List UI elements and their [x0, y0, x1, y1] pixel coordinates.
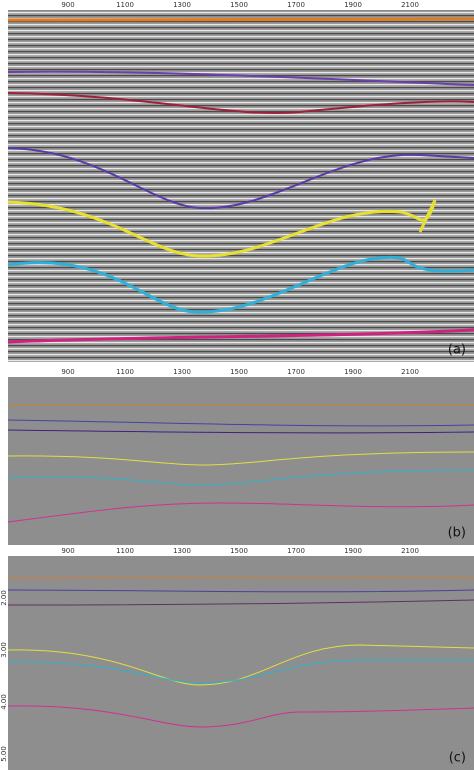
x-tick-label: 2100 [401, 547, 419, 555]
horizon [7, 469, 474, 486]
x-tick-label: 1700 [287, 1, 305, 9]
horizon [7, 17, 474, 22]
horizon [7, 599, 474, 606]
panel-label: (c) [449, 751, 466, 766]
horizon [7, 255, 474, 314]
horizon [7, 419, 474, 427]
horizon [7, 199, 437, 258]
x-tick-label: 1500 [230, 1, 248, 9]
x-tick-label: 1100 [116, 1, 134, 9]
horizon [7, 644, 474, 686]
x-tick-label: 1700 [287, 368, 305, 376]
x-tick-label: 2100 [401, 368, 419, 376]
x-tick-label: 1300 [173, 1, 191, 9]
panel-label: (b) [448, 526, 466, 541]
panel-bg [8, 556, 474, 770]
horizon [7, 147, 474, 210]
x-tick-label: 1300 [173, 547, 191, 555]
x-tick-label: 1100 [116, 368, 134, 376]
panel-a [0, 0, 474, 362]
seismic-section [8, 10, 474, 362]
horizon [7, 328, 474, 344]
y-tick-label: 3.00 [0, 642, 8, 658]
panel-c [7, 556, 474, 770]
horizon [7, 429, 474, 434]
horizon [7, 502, 474, 523]
x-tick-label: 2100 [401, 1, 419, 9]
x-tick-label: 1500 [230, 368, 248, 376]
x-tick-label: 1900 [344, 1, 362, 9]
horizon [7, 659, 474, 684]
panel-b [7, 377, 474, 545]
y-tick-label: 2.00 [0, 590, 8, 606]
x-tick-label: 1900 [344, 368, 362, 376]
x-tick-label: 1700 [287, 547, 305, 555]
horizon [7, 451, 474, 466]
horizon [7, 589, 474, 593]
horizon [7, 92, 474, 114]
x-tick-label: 900 [61, 368, 74, 376]
x-tick-label: 1300 [173, 368, 191, 376]
panel-bg [8, 377, 474, 545]
x-tick-label: 1500 [230, 547, 248, 555]
horizon [7, 70, 474, 86]
y-tick-label: 5.00 [0, 746, 8, 762]
x-tick-label: 1100 [116, 547, 134, 555]
panel-label: (a) [448, 343, 466, 358]
x-tick-label: 1900 [344, 547, 362, 555]
axis-band [0, 0, 474, 10]
y-tick-label: 4.00 [0, 694, 8, 710]
x-tick-label: 900 [61, 1, 74, 9]
x-tick-label: 900 [61, 547, 74, 555]
horizon [7, 705, 474, 728]
